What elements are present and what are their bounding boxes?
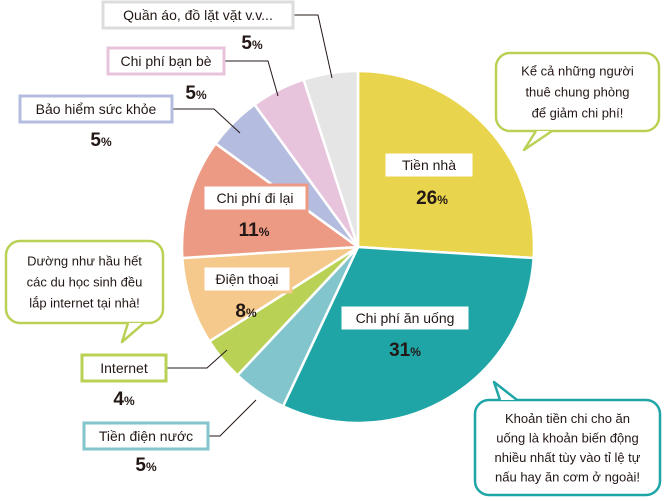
- label-text-tien-dien-nuoc: Tiền điện nước: [99, 428, 193, 444]
- label-text-chi-phi-ban-be: Chi phí bạn bè: [120, 53, 211, 69]
- label-box-chi-phi-ban-be: [106, 46, 226, 76]
- callout-bubble-internet: [4, 239, 165, 325]
- label-text-chi-phi-an-uong: Chi phí ăn uống: [356, 310, 455, 326]
- leader-line-bao-hiem-suc-khoe: [172, 108, 241, 134]
- callout-text-internet-line-1: Dường như hầu hết: [27, 254, 142, 269]
- value-label-tien-dien-nuoc: 5%: [135, 455, 157, 476]
- callout-tail-food: [492, 380, 518, 401]
- label-text-dien-thoai: Điện thoại: [215, 271, 278, 287]
- callout-text-food-line-3: nhiều nhất tùy vào tỉ lệ tự: [494, 450, 640, 465]
- callout-text-food-line-1: Khoản tiền chi cho ăn: [505, 411, 630, 426]
- pie-slice-chi-phi-an-uong: [281, 245, 535, 425]
- label-box-dien-thoai: [201, 264, 293, 294]
- label-text-chi-phi-di-lai: Chi phí đi lại: [216, 190, 293, 206]
- callout-text-roommates-line-2: thuê chung phòng: [525, 85, 629, 100]
- value-label-internet: 4%: [113, 389, 135, 410]
- leader-line-tien-dien-nuoc: [208, 399, 257, 437]
- label-box-chi-phi-an-uong: [338, 303, 472, 333]
- label-text-tien-nha: Tiền nhà: [402, 157, 456, 173]
- callout-text-roommates-line-1: Kể cả những người: [521, 64, 634, 79]
- label-text-bao-hiem-suc-khoe: Bảo hiểm sức khỏe: [36, 101, 157, 117]
- label-text-internet: Internet: [100, 360, 148, 376]
- callout-bubble-food: [473, 398, 662, 497]
- callout-text-internet-line-3: lắp internet tại nhà!: [29, 296, 140, 311]
- callout-bubble-roommates: [494, 51, 661, 133]
- value-label-chi-phi-di-lai: 11%: [239, 220, 270, 241]
- value-label-dien-thoai: 8%: [235, 301, 257, 322]
- value-label-chi-phi-an-uong: 31%: [389, 340, 421, 361]
- value-label-bao-hiem-suc-khoe: 5%: [90, 130, 112, 151]
- callout-tail-roommates: [522, 129, 553, 152]
- label-box-bao-hiem-suc-khoe: [18, 94, 174, 124]
- callout-text-food-line-2: uống là khoản biến động: [496, 430, 638, 445]
- leader-line-internet: [166, 349, 228, 369]
- callout-tail-internet: [120, 322, 145, 344]
- callout-text-internet-line-2: các du học sinh đều: [27, 275, 143, 290]
- label-text-quan-ao-do-lat-vat-v-v: Quần áo, đồ lặt vặt v.v...: [123, 7, 273, 23]
- label-box-tien-dien-nuoc: [82, 421, 210, 451]
- value-label-quan-ao-do-lat-vat-v-v: 5%: [241, 33, 263, 54]
- value-label-tien-nha: 26%: [416, 188, 448, 209]
- label-box-quan-ao-do-lat-vat-v-v: [101, 0, 295, 30]
- leader-line-quan-ao-do-lat-vat-v-v: [293, 14, 333, 79]
- label-box-tien-nha: [382, 150, 476, 180]
- label-box-chi-phi-di-lai: [201, 183, 309, 213]
- callout-text-roommates-line-3: để giảm chi phí!: [532, 106, 624, 121]
- leader-line-chi-phi-ban-be: [224, 60, 279, 97]
- value-label-chi-phi-ban-be: 5%: [185, 83, 207, 104]
- callout-text-food-line-4: nấu hay ăn cơm ở ngoài!: [495, 469, 640, 484]
- label-box-internet: [80, 353, 168, 383]
